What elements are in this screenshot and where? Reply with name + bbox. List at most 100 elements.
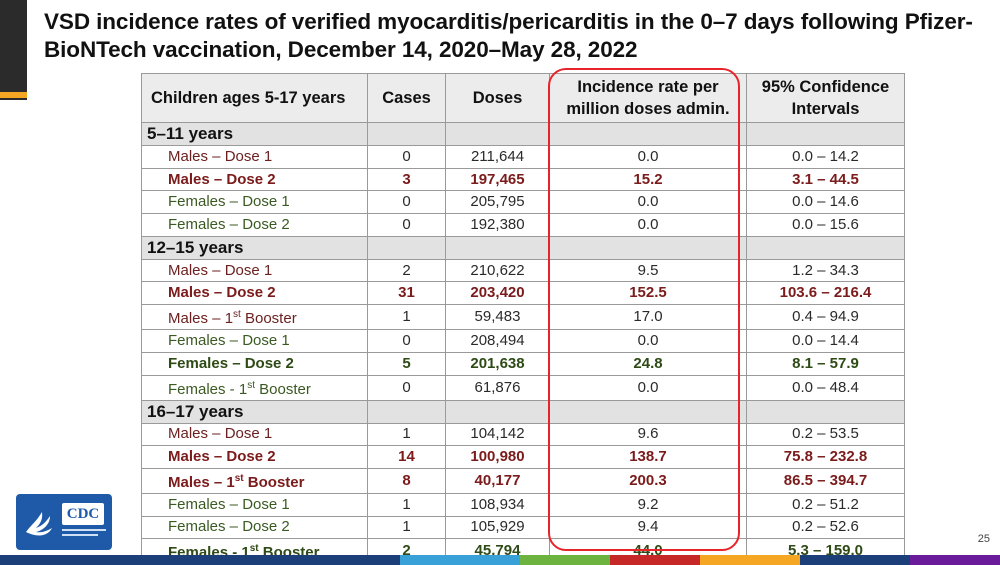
row-group-cell: Females – Dose 1 [141,329,368,353]
group-header-row: 16–17 years [141,399,905,424]
group-empty-cell [746,399,905,424]
row-group-cell: Males – Dose 2 [141,445,368,469]
row-doses-cell: 61,876 [445,374,550,401]
row-group-cell: Females – Dose 2 [141,213,368,237]
header-ci: 95% Confidence Intervals [746,73,905,123]
row-cases-cell: 0 [367,329,446,353]
table-row: Males – Dose 2 31 203,420 152.5 103.6 – 216.… [141,281,905,306]
header-doses: Doses [445,73,550,123]
row-cases-cell: 1 [367,422,446,447]
table-row: Females - 1st Booster 0 61,876 0.0 0.0 – 48.… [141,374,905,401]
row-rate-cell: 0.0 [549,213,747,237]
row-ci-cell: 0.2 – 52.6 [746,515,905,540]
row-ci-cell: 0.2 – 53.5 [746,422,905,447]
footer-segment [610,555,700,565]
group-label: 5–11 years [141,122,368,146]
row-group-cell: Females – Dose 2 [141,351,368,376]
logo-subline-2 [62,534,98,536]
row-cases-cell: 1 [367,304,446,331]
row-cases-cell: 5 [367,351,446,376]
row-cases-cell: 0 [367,145,446,169]
table-body: 5–11 years Males – Dose 1 0 211,644 0.0 0.0 –… [141,122,905,565]
row-ci-cell: 1.2 – 34.3 [746,258,905,283]
row-ci-cell: 0.0 – 48.4 [746,374,905,401]
row-doses-cell: 104,142 [445,422,550,447]
row-group-cell: Males – Dose 2 [141,167,368,192]
row-rate-cell: 9.6 [549,422,747,447]
row-rate-cell: 0.0 [549,145,747,169]
row-cases-cell: 2 [367,258,446,283]
header-group: Children ages 5-17 years [141,73,368,123]
row-ci-cell: 0.0 – 14.2 [746,145,905,169]
group-empty-cell [549,399,747,424]
row-doses-cell: 201,638 [445,351,550,376]
table-row: Males – 1st Booster 1 59,483 17.0 0.4 – 94.9 [141,304,905,331]
row-rate-cell: 9.4 [549,515,747,540]
row-cases-cell: 3 [367,167,446,192]
row-cases-cell: 0 [367,213,446,237]
row-group-cell: Females – Dose 1 [141,492,368,517]
footer-segment [400,555,520,565]
row-ci-cell: 0.0 – 14.4 [746,329,905,353]
row-rate-cell: 138.7 [549,445,747,469]
row-group-cell: Females - 1st Booster [141,374,368,401]
row-rate-cell: 0.0 [549,190,747,215]
row-doses-cell: 210,622 [445,258,550,283]
group-empty-cell [746,122,905,146]
row-ci-cell: 0.4 – 94.9 [746,304,905,331]
row-doses-cell: 40,177 [445,467,550,494]
row-doses-cell: 108,934 [445,492,550,517]
group-header-row: 12–15 years [141,235,905,260]
group-header-row: 5–11 years [141,122,905,146]
table-row: Males – 1st Booster 8 40,177 200.3 86.5 – 39… [141,467,905,494]
group-empty-cell [445,399,550,424]
row-rate-cell: 15.2 [549,167,747,192]
table-row: Males – Dose 1 2 210,622 9.5 1.2 – 34.3 [141,258,905,283]
group-empty-cell [746,235,905,260]
table-row: Females – Dose 2 0 192,380 0.0 0.0 – 15.6 [141,213,905,237]
row-group-cell: Males – Dose 1 [141,258,368,283]
hhs-eagle-icon [26,512,52,536]
row-ci-cell: 0.0 – 15.6 [746,213,905,237]
row-rate-cell: 9.5 [549,258,747,283]
table-row: Males – Dose 1 1 104,142 9.6 0.2 – 53.5 [141,422,905,447]
footer-segment [910,555,1000,565]
left-accent-bar [0,92,27,98]
page-number: 25 [977,533,990,545]
table-row: Males – Dose 2 14 100,980 138.7 75.8 – 232.8 [141,445,905,469]
footer-segment [520,555,610,565]
row-rate-cell: 9.2 [549,492,747,517]
group-empty-cell [549,235,747,260]
table-header-row: Children ages 5-17 years Cases Doses Inc… [141,73,905,123]
ordinal-superscript: st [234,472,244,484]
row-rate-cell: 200.3 [549,467,747,494]
group-empty-cell [367,122,446,146]
row-ci-cell: 86.5 – 394.7 [746,467,905,494]
row-cases-cell: 1 [367,515,446,540]
row-cases-cell: 8 [367,467,446,494]
row-cases-cell: 0 [367,374,446,401]
table-row: Females – Dose 2 5 201,638 24.8 8.1 – 57.9 [141,351,905,376]
group-empty-cell [367,235,446,260]
row-doses-cell: 205,795 [445,190,550,215]
row-doses-cell: 197,465 [445,167,550,192]
group-label: 16–17 years [141,399,368,424]
row-doses-cell: 211,644 [445,145,550,169]
row-group-cell: Males – 1st Booster [141,304,368,331]
footer-segment [700,555,800,565]
footer-segment [200,555,300,565]
left-dark-bar [0,0,27,100]
table-row: Females – Dose 2 1 105,929 9.4 0.2 – 52.6 [141,515,905,540]
row-doses-cell: 203,420 [445,281,550,306]
row-cases-cell: 1 [367,492,446,517]
row-cases-cell: 0 [367,190,446,215]
logo-subline [62,529,106,531]
row-ci-cell: 8.1 – 57.9 [746,351,905,376]
row-group-cell: Females – Dose 2 [141,515,368,540]
table-row: Males – Dose 1 0 211,644 0.0 0.0 – 14.2 [141,145,905,169]
group-label: 12–15 years [141,235,368,260]
slide-title: VSD incidence rates of verified myocardi… [44,9,973,62]
group-empty-cell [549,122,747,146]
row-doses-cell: 192,380 [445,213,550,237]
row-group-cell: Males – Dose 1 [141,422,368,447]
